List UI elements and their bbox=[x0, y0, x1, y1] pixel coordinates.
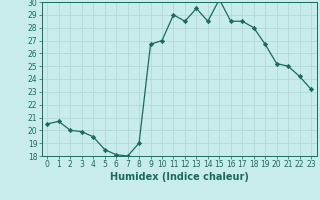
X-axis label: Humidex (Indice chaleur): Humidex (Indice chaleur) bbox=[110, 172, 249, 182]
